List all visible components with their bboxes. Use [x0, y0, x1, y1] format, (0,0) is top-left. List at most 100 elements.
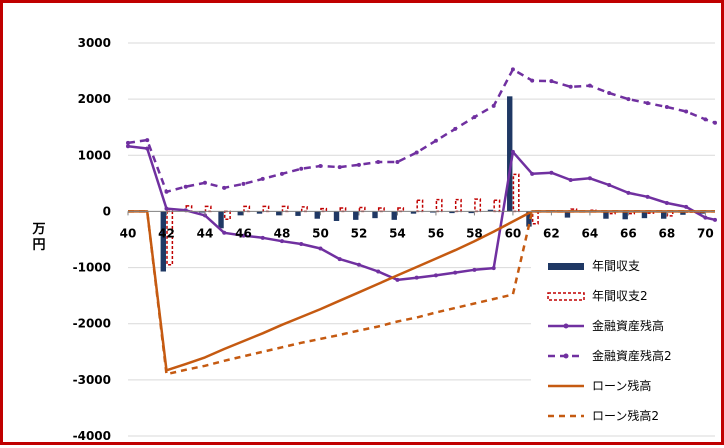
bar-年間収支-49 [295, 211, 301, 216]
point-金融資産残高2-45 [222, 185, 227, 190]
point-金融資産残高2-60 [510, 67, 515, 72]
point-金融資産残高2-62 [549, 79, 554, 84]
series-line-3 [127, 68, 716, 194]
point-金融資産残高2-42 [164, 189, 169, 194]
chart-svg: 3000 2000 1000 0 -1000 -2000 -3000 -4000 40 42 44… [31, 36, 717, 443]
point-金融資産残高-65 [607, 183, 612, 188]
bar-年間収支-60 [507, 96, 513, 212]
point-金融資産残高-63 [568, 177, 573, 182]
bar-年間収支2-61 [531, 210, 539, 225]
point-金融資産残高-42 [164, 206, 169, 211]
bar-年間収支-44 [199, 211, 205, 213]
bar-年間収支-58 [468, 211, 474, 214]
point-金融資産残高-41 [145, 146, 150, 151]
point-金融資産残高2-47 [260, 176, 265, 181]
point-金融資産残高-60 [510, 149, 515, 154]
point-金融資産残高2-49 [299, 166, 304, 171]
bar-年間収支2-53 [377, 207, 385, 213]
bar-年間収支-57 [449, 211, 455, 214]
legend-swatch [547, 292, 585, 301]
point-金融資産残高2-70.5 [713, 120, 717, 125]
point-金融資産残高-66 [626, 190, 631, 195]
x-tick-label: 42 [158, 226, 175, 240]
point-金融資産残高-47 [260, 235, 265, 240]
bar-年間収支-67 [641, 211, 648, 219]
point-金融資産残高-46 [241, 233, 246, 238]
bar-年間収支-45 [218, 211, 224, 229]
y-tick-labels: 3000 2000 1000 0 -1000 -2000 -3000 -4000 [73, 36, 111, 443]
point-金融資産残高-55 [414, 275, 419, 280]
bar-年間収支2-47 [262, 205, 270, 213]
bar-年間収支2-44 [204, 205, 212, 213]
legend-swatch [548, 263, 584, 270]
x-tick-label: 54 [389, 226, 406, 240]
series-line-2 [127, 145, 716, 282]
point-金融資産残高2-43 [183, 184, 188, 189]
bar-年間収支-47 [256, 211, 263, 214]
point-金融資産残高2-48 [279, 171, 284, 176]
x-tick-label: 66 [620, 226, 637, 240]
point-金融資産残高-57 [453, 270, 458, 275]
point-金融資産残高-64 [587, 176, 592, 181]
point-金融資産残高2-41 [145, 138, 150, 143]
point-金融資産残高-67 [645, 194, 650, 199]
bar-年間収支-50 [314, 211, 320, 219]
bar-年間収支2-60 [512, 173, 520, 213]
point-金融資産残高2-69 [684, 109, 689, 114]
legend-marker [563, 323, 569, 329]
point-金融資産残高2-54 [395, 160, 400, 165]
point-金融資産残高-59 [491, 266, 496, 271]
bar-layer [160, 96, 705, 272]
y-tick-label: -1000 [73, 261, 111, 275]
point-金融資産残高2-57 [453, 126, 458, 131]
x-axis-layer [127, 210, 715, 216]
point-金融資産残高-70 [703, 215, 708, 220]
bar-年間収支2-45 [223, 210, 231, 221]
point-金融資産残高2-44 [202, 180, 207, 185]
point-金融資産残高-50 [318, 246, 323, 251]
x-tick-label: 50 [312, 226, 329, 240]
x-tick-label: 58 [466, 226, 483, 240]
bar-年間収支-42 [160, 211, 166, 272]
bar-年間収支-65 [603, 211, 609, 219]
y-tick-label: -2000 [73, 317, 111, 331]
point-金融資産残高2-58 [472, 115, 477, 120]
legend-label: ローン残高 [592, 378, 651, 393]
x-tick-label: 48 [274, 226, 291, 240]
legend-background [531, 248, 715, 428]
point-金融資産残高-58 [472, 267, 477, 272]
y-tick-label: 0 [103, 204, 111, 218]
point-金融資産残高2-52 [356, 162, 361, 167]
x-tick-label: 44 [197, 226, 214, 240]
x-tick-label: 62 [543, 226, 560, 240]
point-金融資産残高-61 [530, 171, 535, 176]
point-金融資産残高-45 [222, 230, 227, 235]
bar-年間収支-46 [237, 211, 243, 216]
point-金融資産残高2-67 [645, 101, 650, 106]
x-tick-label: 46 [235, 226, 252, 240]
point-金融資産残高-40 [126, 144, 130, 149]
bar-年間収支2-43 [185, 205, 193, 213]
legend-label: 年間収支2 [592, 289, 648, 303]
bar-年間収支2-52 [358, 206, 366, 213]
legend-label: ローン残高2 [592, 408, 659, 423]
x-tick-label: 68 [659, 226, 676, 240]
legend-label: 金融資産残高2 [592, 348, 672, 363]
point-金融資産残高2-56 [433, 138, 438, 143]
y-tick-label: 1000 [78, 148, 111, 162]
bar-年間収支-52 [353, 211, 359, 220]
point-金融資産残高2-59 [491, 103, 496, 108]
bar-年間収支2-56 [435, 198, 443, 213]
bar-年間収支2-55 [416, 199, 424, 213]
point-金融資産残高2-55 [414, 150, 419, 155]
line-layer [126, 67, 717, 376]
point-金融資産残高-56 [433, 273, 438, 278]
y-tick-label: -4000 [73, 429, 111, 443]
bar-年間収支-51 [333, 211, 340, 221]
bar-年間収支2-49 [300, 206, 308, 213]
bar-年間収支2-59 [493, 199, 501, 213]
bar-年間収支-66 [622, 211, 628, 220]
legend-label: 金融資産残高 [592, 318, 664, 333]
x-tick-label: 56 [428, 226, 445, 240]
x-tick-label: 40 [120, 226, 137, 240]
